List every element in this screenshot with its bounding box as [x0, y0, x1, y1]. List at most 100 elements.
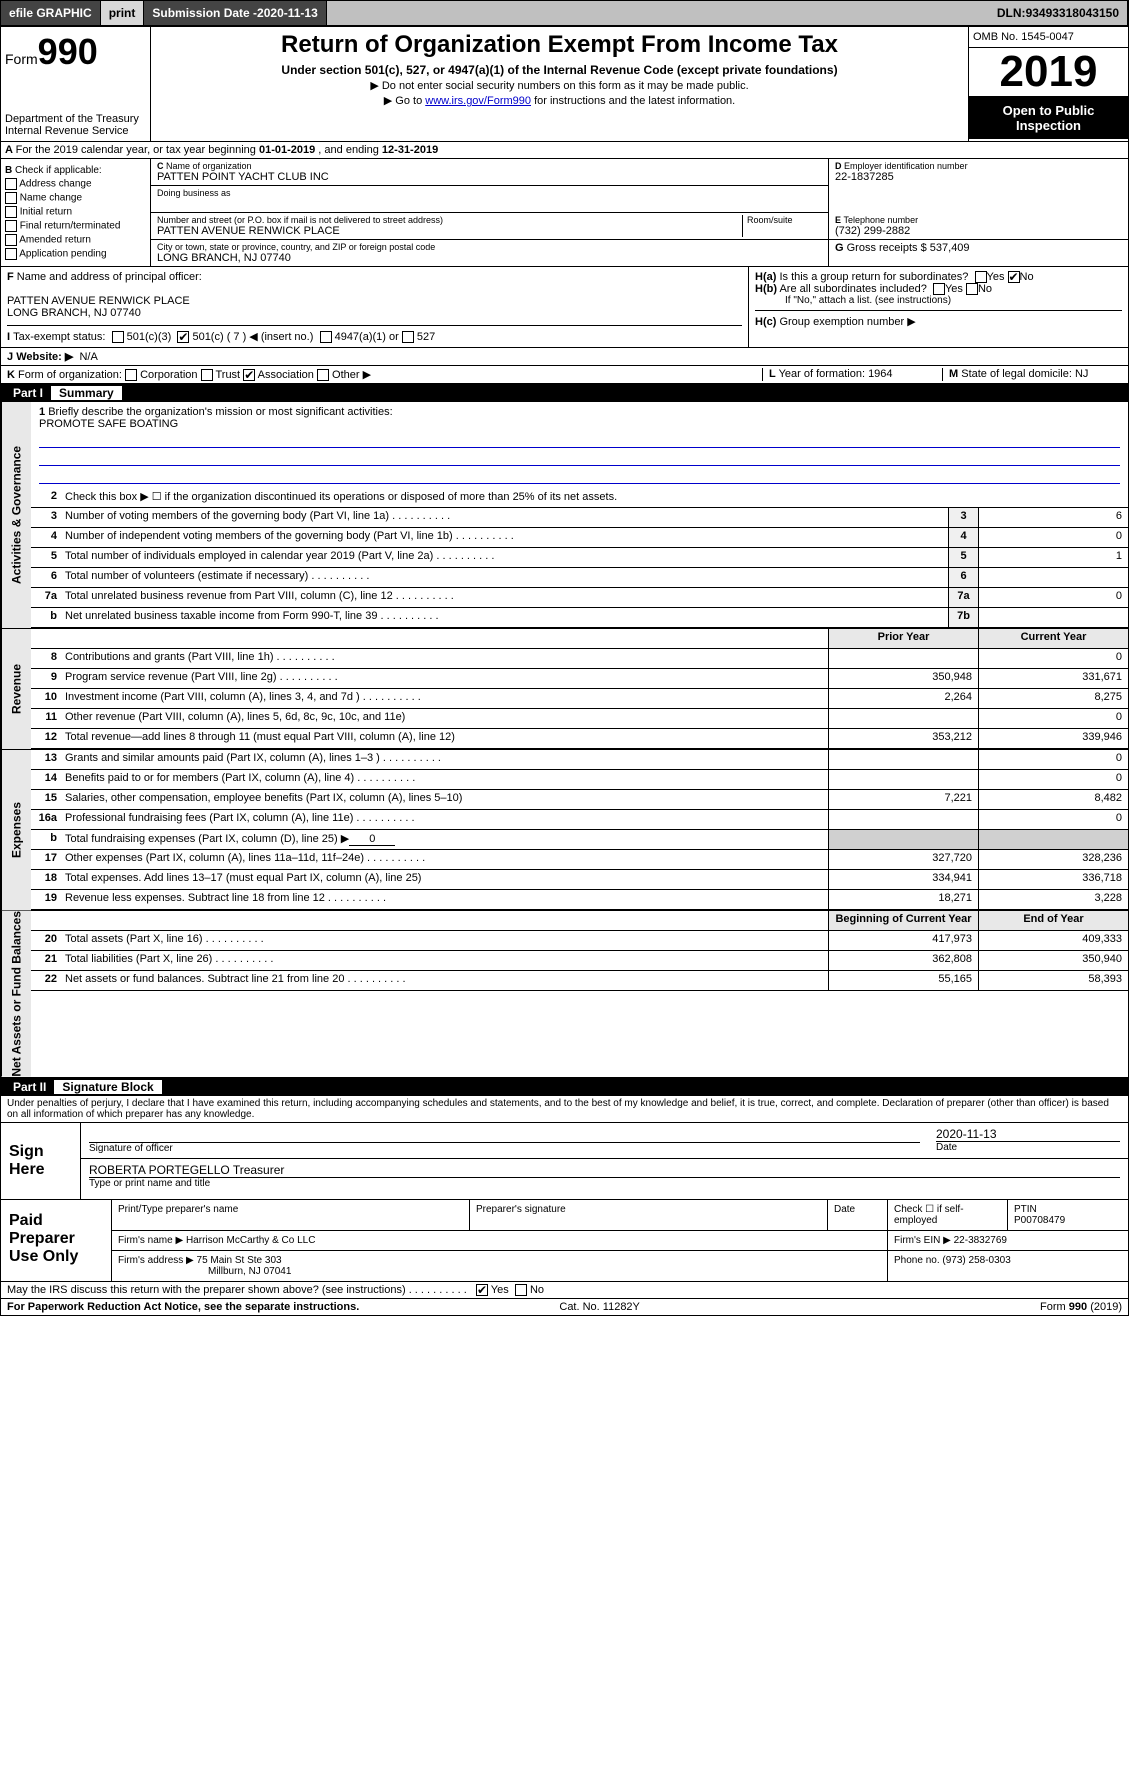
p21: 362,808 — [828, 951, 978, 970]
val-4: 0 — [978, 528, 1128, 547]
e-label: Telephone number — [844, 215, 919, 225]
ck-4947[interactable] — [320, 331, 332, 343]
c18: 336,718 — [978, 870, 1128, 889]
row-klm: K Form of organization: Corporation Trus… — [1, 366, 1128, 384]
val-16b: 0 — [349, 833, 395, 846]
efile-btn[interactable]: efile GRAPHIC — [1, 1, 101, 25]
line-15: Salaries, other compensation, employee b… — [61, 790, 828, 809]
ck-501c[interactable] — [177, 331, 189, 343]
line-9: Program service revenue (Part VIII, line… — [61, 669, 828, 688]
dln-val: 93493318043150 — [1026, 6, 1119, 20]
discuss-yes: Yes — [491, 1284, 509, 1296]
sig-date-label: Date — [936, 1142, 1120, 1153]
dln-label: DLN: — [997, 6, 1026, 20]
ck-hb-no[interactable] — [966, 283, 978, 295]
ck-other[interactable] — [317, 369, 329, 381]
opt-pending: Application pending — [19, 249, 106, 260]
opt-final: Final return/terminated — [20, 221, 121, 232]
p11 — [828, 709, 978, 728]
ck-527[interactable] — [402, 331, 414, 343]
hc-text: Group exemption number ▶ — [779, 316, 915, 328]
line-4: Number of independent voting members of … — [61, 528, 948, 547]
tab-expenses: Expenses — [1, 750, 31, 910]
line-7a: Total unrelated business revenue from Pa… — [61, 588, 948, 607]
ck-hb-yes[interactable] — [933, 283, 945, 295]
submission-date: Submission Date - 2020-11-13 — [144, 1, 326, 25]
officer-name: ROBERTA PORTEGELLO Treasurer — [89, 1163, 1120, 1178]
website: N/A — [79, 351, 97, 363]
c-name-label: Name of organization — [166, 161, 252, 171]
line-16b: Total fundraising expenses (Part IX, col… — [65, 833, 349, 845]
row-a: A For the 2019 calendar year, or tax yea… — [1, 142, 1128, 159]
ha-yes: Yes — [987, 271, 1005, 283]
p18: 334,941 — [828, 870, 978, 889]
l-label: Year of formation: — [779, 368, 865, 380]
opt-address: Address change — [19, 179, 91, 190]
ck-name[interactable] — [5, 192, 17, 204]
ck-ha-no[interactable] — [1008, 271, 1020, 283]
p20: 417,973 — [828, 931, 978, 950]
val-3: 6 — [978, 508, 1128, 527]
firm-phone: (973) 258-0303 — [942, 1255, 1010, 1266]
c8: 0 — [978, 649, 1128, 668]
val-7b — [978, 608, 1128, 627]
dln: DLN: 93493318043150 — [989, 1, 1128, 25]
c16a: 0 — [978, 810, 1128, 829]
hb-text: Are all subordinates included? — [779, 283, 926, 295]
m-label: State of legal domicile: — [961, 368, 1072, 380]
ck-address[interactable] — [5, 178, 17, 190]
summary-exp: Expenses 13Grants and similar amounts pa… — [1, 750, 1128, 911]
hdr-right: OMB No. 1545-0047 2019 Open to Public In… — [968, 27, 1128, 141]
ck-discuss-yes[interactable] — [476, 1284, 488, 1296]
line-10: Investment income (Part VIII, column (A)… — [61, 689, 828, 708]
perjury-text: Under penalties of perjury, I declare th… — [1, 1096, 1128, 1123]
p14 — [828, 770, 978, 789]
officer-addr1: PATTEN AVENUE RENWICK PLACE — [7, 295, 742, 307]
sign-here-label: Sign Here — [1, 1123, 81, 1199]
ck-final[interactable] — [5, 220, 17, 232]
line-14: Benefits paid to or for members (Part IX… — [61, 770, 828, 789]
form-main: Form990 Department of the Treasury Inter… — [0, 26, 1129, 1316]
gross-receipts: 537,409 — [930, 242, 970, 254]
ck-pending[interactable] — [5, 248, 17, 260]
col-eg: E Telephone number(732) 299-2882 G Gross… — [828, 213, 1128, 266]
irs-link[interactable]: www.irs.gov/Form990 — [425, 95, 531, 107]
ck-amended[interactable] — [5, 234, 17, 246]
self-emp-label: Check ☐ if self-employed — [888, 1200, 1008, 1230]
firm-addr1: 75 Main St Ste 303 — [197, 1255, 282, 1266]
f-label: Name and address of principal officer: — [17, 271, 202, 283]
ck-ha-yes[interactable] — [975, 271, 987, 283]
print-btn[interactable]: print — [101, 1, 145, 25]
a-end: 12-31-2019 — [382, 144, 438, 156]
firm-name: Harrison McCarthy & Co LLC — [186, 1235, 315, 1246]
ck-assoc[interactable] — [243, 369, 255, 381]
discuss-row: May the IRS discuss this return with the… — [1, 1282, 1128, 1299]
sign-here: Sign Here Signature of officer 2020-11-1… — [1, 1123, 1128, 1200]
p8 — [828, 649, 978, 668]
form-number: 990 — [38, 31, 98, 72]
line-17: Other expenses (Part IX, column (A), lin… — [61, 850, 828, 869]
discuss-q: May the IRS discuss this return with the… — [7, 1284, 467, 1296]
ck-501c3[interactable] — [112, 331, 124, 343]
tax-year: 2019 — [969, 48, 1128, 97]
part2-title: Signature Block — [54, 1080, 161, 1094]
prep-date-label: Date — [828, 1200, 888, 1230]
line-22: Net assets or fund balances. Subtract li… — [61, 971, 828, 990]
sig-label: Signature of officer — [89, 1143, 920, 1154]
line-11: Other revenue (Part VIII, column (A), li… — [61, 709, 828, 728]
firm-ein: 22-3832769 — [954, 1235, 1007, 1246]
hdr-center: Return of Organization Exempt From Incom… — [151, 27, 968, 141]
col-f: F Name and address of principal officer:… — [1, 267, 748, 347]
ck-discuss-no[interactable] — [515, 1284, 527, 1296]
section-bcd: B Check if applicable: Address change Na… — [1, 159, 1128, 267]
ck-corp[interactable] — [125, 369, 137, 381]
summary-net: Net Assets or Fund Balances Beginning of… — [1, 911, 1128, 1078]
phone: (732) 299-2882 — [835, 225, 1122, 237]
ck-initial[interactable] — [5, 206, 17, 218]
d-label: Employer identification number — [844, 161, 968, 171]
line-20: Total assets (Part X, line 16) — [61, 931, 828, 950]
p12: 353,212 — [828, 729, 978, 748]
tab-netassets: Net Assets or Fund Balances — [1, 911, 31, 1077]
ck-trust[interactable] — [201, 369, 213, 381]
c9: 331,671 — [978, 669, 1128, 688]
